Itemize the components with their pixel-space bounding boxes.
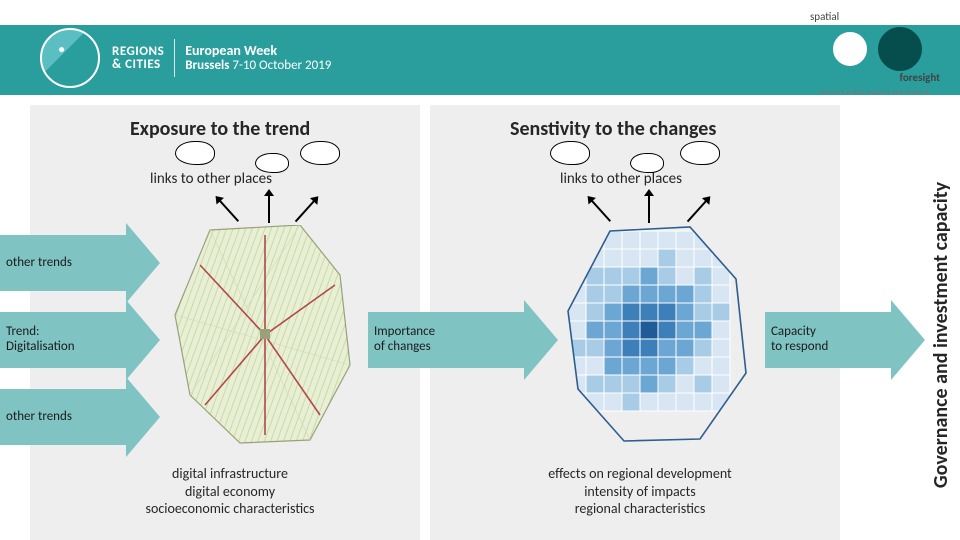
heat-map <box>560 225 760 445</box>
region-blob <box>550 141 590 165</box>
ew-line2: Brussels 7-10 October 2019 <box>185 59 331 73</box>
region-blob <box>255 153 289 173</box>
importance-l2: of changes <box>374 339 431 354</box>
arrow-label: Importance of changes <box>374 325 528 355</box>
left-title: Exposure to the trend <box>130 117 310 141</box>
region-blob <box>175 141 215 165</box>
rb-line: regional characteristics <box>510 500 770 518</box>
left-links-label: links to other places <box>150 170 272 188</box>
right-sublabel: territory policy support and research <box>810 87 940 96</box>
ew-line1: European Week <box>185 44 331 59</box>
arrow-capacity: Capacity to respond <box>765 300 925 380</box>
arrow-label: other trends <box>6 256 130 271</box>
trend-l1: Trend: <box>6 324 40 339</box>
vertical-side-label: Governance and investment capacity <box>926 135 956 535</box>
arrow-other-trends-bottom: other trends <box>0 377 160 457</box>
lb-line: digital infrastructure <box>110 465 350 483</box>
lb-line: digital economy <box>110 483 350 501</box>
region-blob <box>630 153 664 173</box>
ew-dates: 7-10 October 2019 <box>232 58 331 73</box>
globe-logo-icon <box>40 28 100 88</box>
trend-l2: Digitalisation <box>6 339 75 354</box>
circle-teal-icon <box>828 27 872 71</box>
regions-cities-block: REGIONS & CITIES <box>112 45 164 71</box>
region-blob <box>680 141 720 165</box>
right-logos: spatial foresight territory policy suppo… <box>810 10 940 105</box>
side-label-text: Governance and investment capacity <box>929 182 953 488</box>
capacity-l2: to respond <box>771 339 828 354</box>
diagram-stage: Exposure to the trend Senstivity to the … <box>0 105 960 540</box>
arrow-label: other trends <box>6 410 130 425</box>
rb-line: effects on regional development <box>510 465 770 483</box>
lb-line: socioeconomic characteristics <box>110 500 350 518</box>
header: REGIONS & CITIES European Week Brussels … <box>0 0 960 105</box>
circle-dark-icon <box>878 27 922 71</box>
region-blob <box>300 141 340 165</box>
ew-city: Brussels <box>185 58 229 73</box>
link-arrow-icon <box>648 195 650 223</box>
capacity-l1: Capacity <box>771 324 816 339</box>
arrow-label: Capacity to respond <box>771 325 895 355</box>
regions-line2: & CITIES <box>112 58 164 71</box>
arrow-importance: Importance of changes <box>368 300 558 380</box>
rb-line: intensity of impacts <box>510 483 770 501</box>
foresight-label: foresight <box>810 71 940 84</box>
right-title: Senstivity to the changes <box>510 117 716 141</box>
left-bottom-block: digital infrastructure digital economy s… <box>110 465 350 518</box>
right-links-label: links to other places <box>560 170 682 188</box>
banner-content: REGIONS & CITIES European Week Brussels … <box>40 18 520 98</box>
right-bottom-block: effects on regional development intensit… <box>510 465 770 518</box>
link-arrow-icon <box>268 195 270 223</box>
importance-l1: Importance <box>374 324 435 339</box>
spatial-label: spatial <box>810 10 940 23</box>
arrow-label: Trend: Digitalisation <box>6 325 130 355</box>
vertical-separator <box>174 39 175 77</box>
european-week-block: European Week Brussels 7-10 October 2019 <box>185 44 331 72</box>
arrow-other-trends-top: other trends <box>0 223 160 303</box>
arrow-trend-main: Trend: Digitalisation <box>0 300 160 380</box>
city-map <box>170 225 360 445</box>
